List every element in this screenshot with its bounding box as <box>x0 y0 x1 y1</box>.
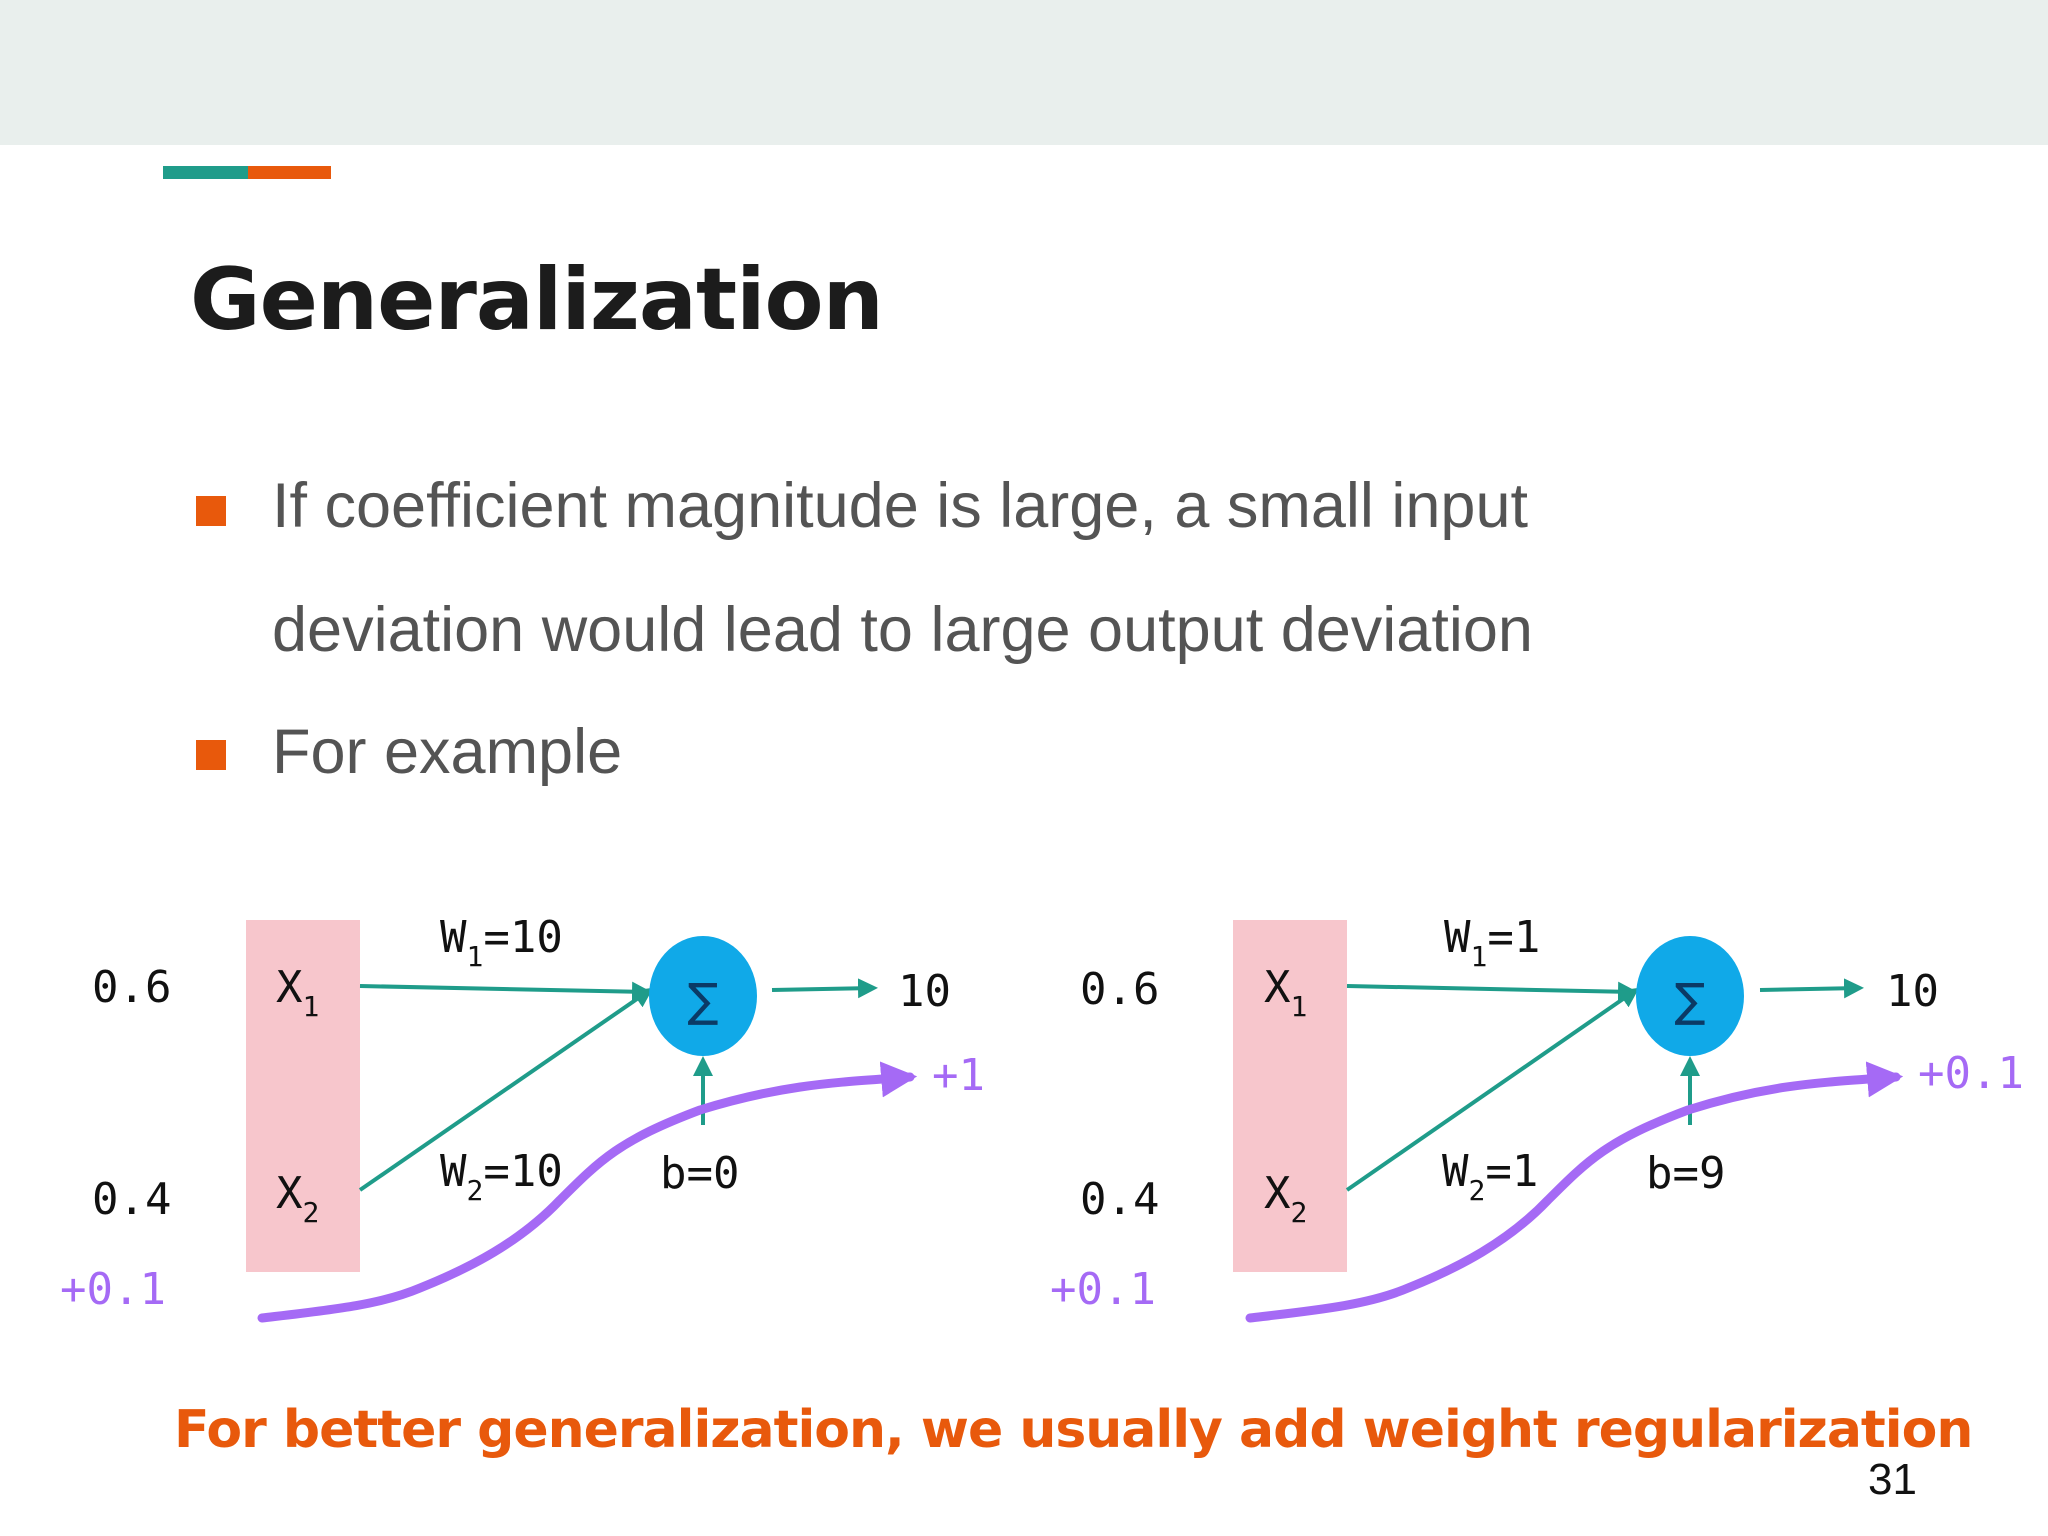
footer-note: For better generalization, we usually ad… <box>174 1400 1973 1460</box>
output-value: 10 <box>1886 966 1939 1017</box>
x2-value: 0.4 <box>92 1174 171 1225</box>
output-delta: +1 <box>932 1050 985 1101</box>
output-edge <box>771 978 878 999</box>
w2-label: W2=1 <box>1442 1146 1538 1207</box>
x2-value: 0.4 <box>1080 1174 1159 1225</box>
sum-symbol: ∑ <box>688 973 719 1027</box>
x1-value: 0.6 <box>92 962 171 1013</box>
slide-title: Generalization <box>190 250 884 350</box>
w1-label: W1=1 <box>1444 912 1540 973</box>
w1-edge <box>1346 981 1638 1002</box>
w1-edge <box>359 981 652 1002</box>
top-band <box>0 0 2048 145</box>
x1-label: X1 <box>276 962 319 1023</box>
output-edge <box>1759 978 1864 999</box>
bias-label: b=0 <box>660 1148 739 1199</box>
bias-label: b=9 <box>1646 1148 1725 1199</box>
accent-bar-teal <box>163 166 248 179</box>
bullet-1-line-2: deviation would lead to large output dev… <box>272 595 1533 665</box>
x1-label: X1 <box>1264 962 1307 1023</box>
output-value: 10 <box>898 966 951 1017</box>
page-number: 31 <box>1868 1455 1917 1504</box>
input-box <box>1233 920 1347 1272</box>
sum-node-icon <box>1636 936 1744 1056</box>
accent-bar-orange <box>248 166 331 179</box>
bullet-1-line-1: If coefficient magnitude is large, a sma… <box>272 471 1529 541</box>
input-delta: +0.1 <box>1050 1264 1156 1315</box>
sum-node-icon <box>649 936 757 1056</box>
w1-label: W1=10 <box>440 912 563 973</box>
x2-label: X2 <box>1264 1168 1307 1229</box>
sum-symbol: ∑ <box>1675 973 1706 1027</box>
bullet-marker-1 <box>196 496 226 526</box>
output-delta: +0.1 <box>1918 1048 2024 1099</box>
input-delta: +0.1 <box>60 1264 166 1315</box>
w2-label: W2=10 <box>440 1146 563 1207</box>
w2-edge <box>358 987 654 1192</box>
perturbation-curve <box>257 1061 918 1323</box>
x1-value: 0.6 <box>1080 964 1159 1015</box>
perturbation-curve <box>1245 1061 1904 1323</box>
input-box <box>246 920 360 1272</box>
diagram-small-weights: 0.6 0.4 X1 X2 W1=1 W2=1 ∑ b=9 10 +0.1 +0… <box>1050 912 2024 1323</box>
bullet-2-line-1: For example <box>272 717 623 787</box>
x2-label: X2 <box>276 1168 319 1229</box>
w2-edge <box>1345 987 1640 1192</box>
diagram-large-weights: 0.6 0.4 X1 X2 W1=10 W2=10 ∑ b=0 10 +0.1 … <box>60 912 985 1323</box>
bullet-marker-2 <box>196 740 226 770</box>
